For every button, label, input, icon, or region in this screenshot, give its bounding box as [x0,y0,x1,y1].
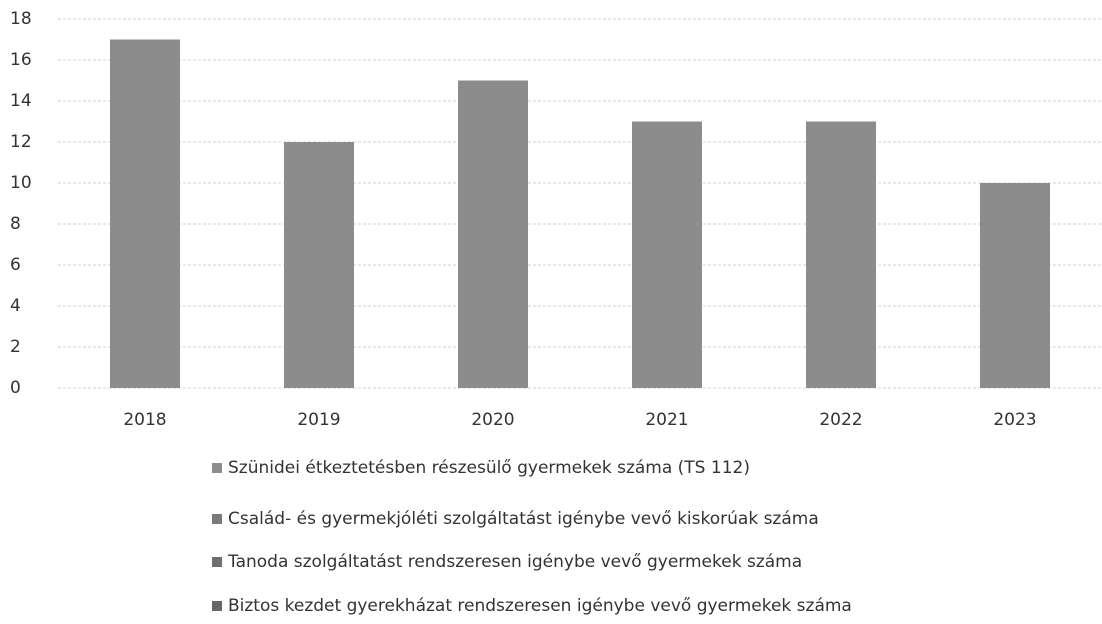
x-tick-label: 2023 [993,410,1036,430]
x-tick-label: 2022 [819,410,862,430]
bar [632,121,702,388]
x-tick-label: 2018 [123,410,166,430]
bar [110,39,180,388]
legend-label: Szünidei étkeztetésben részesülő gyermek… [228,458,750,478]
legend-label: Biztos kezdet gyerekházat rendszeresen i… [228,596,852,616]
legend-swatch [212,514,222,524]
bar [980,183,1050,388]
x-tick-label: 2019 [297,410,340,430]
legend-label: Tanoda szolgáltatást rendszeresen igényb… [227,552,802,572]
bar [284,142,354,388]
y-tick-label: 6 [10,255,21,275]
y-tick-label: 4 [10,296,21,316]
x-tick-label: 2020 [471,410,514,430]
legend-label: Család- és gyermekjóléti szolgáltatást i… [228,509,819,529]
y-tick-label: 8 [10,214,21,234]
y-tick-label: 2 [10,337,21,357]
legend-swatch [212,601,222,611]
y-tick-label: 10 [10,173,32,193]
y-tick-label: 14 [10,91,32,111]
y-tick-label: 18 [10,9,32,29]
y-tick-label: 0 [10,378,21,398]
legend-swatch [212,557,222,567]
bar [458,80,528,388]
x-tick-label: 2021 [645,410,688,430]
legend-swatch [212,463,222,473]
bar [806,121,876,388]
y-tick-label: 16 [10,50,32,70]
y-tick-label: 12 [10,132,32,152]
